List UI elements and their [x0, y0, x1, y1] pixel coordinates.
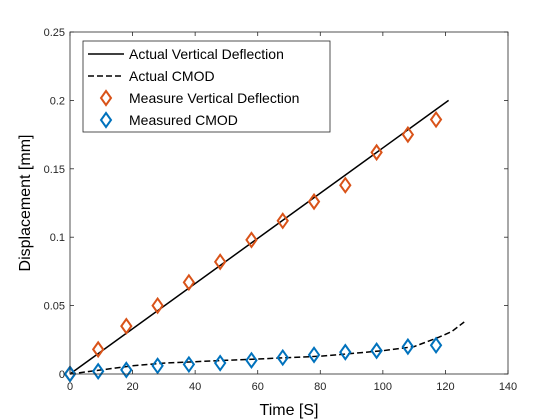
x-tick-label: 100 — [374, 381, 392, 393]
legend-entries: Actual Vertical Deflection Actual CMOD Mea… — [88, 46, 299, 129]
x-tick-label: 140 — [499, 381, 517, 393]
diamond-marker — [401, 337, 415, 356]
diamond-marker — [182, 273, 196, 292]
dashed-series-line — [69, 321, 465, 375]
diamond-marker — [276, 348, 289, 367]
y-tick-label: 0.05 — [44, 301, 65, 313]
series-0 — [69, 99, 450, 375]
series-layer — [63, 99, 465, 383]
y-axis-label: Displacement [mm] — [17, 135, 34, 272]
diamond-marker — [276, 212, 289, 230]
legend-label: Actual CMOD — [129, 68, 215, 84]
diamond-marker — [213, 253, 227, 271]
diamond-marker — [151, 296, 164, 315]
diamond-marker — [307, 346, 321, 364]
x-tick-label: 0 — [67, 381, 73, 393]
diamond-marker — [213, 354, 227, 372]
diamond-marker — [120, 317, 133, 335]
plot-frame — [69, 31, 509, 375]
diamond-marker — [245, 231, 258, 249]
series-1 — [69, 321, 465, 375]
y-tick-label: 0.15 — [44, 164, 65, 176]
legend-marker-swatch — [99, 111, 113, 129]
legend-label: Actual Vertical Deflection — [129, 46, 284, 62]
x-tick-label: 20 — [126, 381, 138, 393]
y-tick-label: 0.25 — [44, 27, 65, 39]
legend: Actual Vertical Deflection Actual CMOD Mea… — [82, 40, 331, 133]
diamond-marker — [339, 343, 352, 361]
legend-label: Measure Vertical Deflection — [129, 90, 299, 106]
legend-entry: Actual CMOD — [88, 68, 215, 84]
diamond-marker — [91, 340, 105, 359]
legend-label: Measured CMOD — [129, 112, 238, 128]
diamond-marker — [151, 357, 164, 375]
legend-entry: Measured CMOD — [99, 111, 238, 129]
diamond-marker — [120, 361, 133, 379]
y-tick-label: 0.1 — [50, 232, 65, 244]
diamond-marker — [370, 143, 383, 162]
x-axis-label: Time [S] — [260, 402, 319, 419]
x-tick-label: 80 — [314, 381, 326, 393]
x-tick-label: 120 — [436, 381, 454, 393]
x-tick-label: 60 — [252, 381, 264, 393]
series-3 — [63, 336, 443, 383]
diamond-marker — [401, 125, 415, 144]
y-tick-label: 0 — [59, 369, 65, 381]
legend-box — [82, 40, 331, 133]
diamond-marker — [370, 342, 383, 360]
legend-entry: Measure Vertical Deflection — [99, 89, 299, 107]
diamond-marker — [91, 362, 105, 380]
legend-entry: Actual Vertical Deflection — [88, 46, 284, 62]
diamond-marker — [429, 336, 443, 354]
diamond-marker — [307, 192, 321, 211]
diamond-marker — [339, 176, 352, 194]
diamond-marker — [182, 355, 196, 374]
y-tick-label: 0.2 — [50, 95, 65, 107]
solid-series-line — [69, 99, 450, 375]
legend-marker-swatch — [99, 89, 113, 107]
ticks-layer: 0 20 40 60 80 100 120 140 0 0.05 0.1 0.15 0.2 0.25 — [44, 27, 518, 393]
x-tick-label: 40 — [189, 381, 201, 393]
diamond-marker — [429, 110, 443, 129]
diamond-marker — [63, 365, 77, 383]
diamond-marker — [245, 351, 258, 370]
